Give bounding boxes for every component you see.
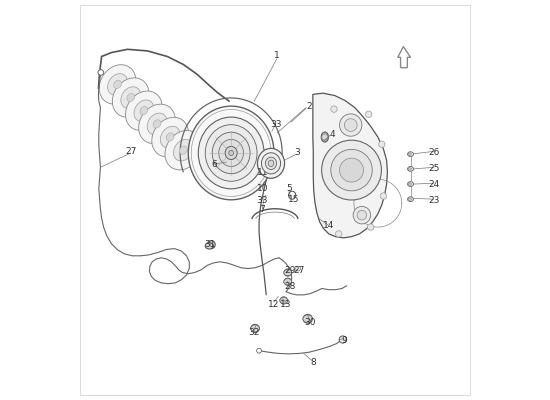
Circle shape	[380, 193, 387, 199]
Circle shape	[331, 106, 337, 112]
Ellipse shape	[125, 91, 162, 130]
Ellipse shape	[108, 74, 128, 95]
Ellipse shape	[205, 243, 213, 249]
Ellipse shape	[303, 315, 312, 323]
Text: 2: 2	[306, 102, 312, 111]
Text: 10: 10	[256, 184, 268, 192]
Text: 33: 33	[271, 120, 282, 129]
Text: 5: 5	[286, 184, 292, 193]
Text: 27: 27	[125, 147, 136, 156]
Circle shape	[331, 149, 372, 191]
Ellipse shape	[114, 80, 122, 88]
Ellipse shape	[266, 157, 277, 170]
Circle shape	[207, 241, 215, 249]
Circle shape	[257, 348, 261, 353]
Ellipse shape	[198, 117, 264, 189]
Ellipse shape	[284, 278, 292, 285]
Ellipse shape	[179, 146, 187, 154]
Ellipse shape	[408, 197, 414, 202]
Ellipse shape	[139, 104, 175, 144]
Text: 3: 3	[294, 148, 300, 158]
Ellipse shape	[165, 130, 202, 170]
Ellipse shape	[408, 198, 411, 200]
Text: 8: 8	[310, 358, 316, 367]
Text: 31: 31	[205, 240, 216, 249]
Text: 33: 33	[256, 196, 268, 205]
Ellipse shape	[147, 113, 167, 135]
Ellipse shape	[188, 106, 274, 200]
Circle shape	[284, 278, 292, 285]
Text: 9: 9	[341, 336, 347, 345]
Ellipse shape	[284, 269, 292, 276]
Polygon shape	[398, 46, 410, 68]
Ellipse shape	[134, 100, 154, 122]
Text: 1: 1	[274, 51, 280, 60]
Circle shape	[357, 210, 367, 220]
Ellipse shape	[261, 153, 280, 174]
Ellipse shape	[205, 125, 257, 181]
Circle shape	[284, 269, 292, 276]
Circle shape	[303, 314, 312, 323]
Ellipse shape	[219, 140, 244, 166]
Ellipse shape	[408, 152, 414, 156]
Text: 30: 30	[304, 318, 316, 327]
Text: 14: 14	[323, 222, 334, 230]
Circle shape	[339, 158, 364, 182]
Text: 12: 12	[268, 300, 279, 309]
Circle shape	[336, 231, 342, 237]
Ellipse shape	[140, 106, 148, 115]
Circle shape	[366, 111, 372, 118]
Ellipse shape	[152, 117, 189, 157]
Text: 15: 15	[288, 195, 300, 204]
Text: 27: 27	[293, 266, 305, 276]
Text: 24: 24	[428, 180, 439, 189]
Text: 6: 6	[212, 160, 217, 169]
Ellipse shape	[408, 153, 411, 155]
Circle shape	[98, 70, 103, 75]
Text: 7: 7	[260, 206, 265, 214]
Ellipse shape	[408, 168, 411, 170]
Text: 32: 32	[249, 328, 260, 337]
Ellipse shape	[408, 183, 411, 185]
Ellipse shape	[173, 139, 193, 161]
Text: 25: 25	[428, 164, 439, 174]
Text: 28: 28	[284, 282, 295, 291]
Circle shape	[339, 337, 344, 342]
Text: 4: 4	[330, 130, 336, 139]
Ellipse shape	[225, 146, 237, 160]
Ellipse shape	[229, 150, 234, 156]
Ellipse shape	[280, 297, 288, 304]
Ellipse shape	[321, 132, 328, 142]
Circle shape	[251, 324, 259, 332]
Ellipse shape	[166, 133, 174, 141]
Ellipse shape	[99, 65, 136, 104]
Circle shape	[367, 224, 374, 230]
Ellipse shape	[257, 148, 284, 178]
Text: 26: 26	[428, 148, 439, 158]
Circle shape	[339, 114, 362, 136]
Text: 29: 29	[284, 266, 295, 276]
Text: 23: 23	[428, 196, 439, 205]
Ellipse shape	[408, 166, 414, 171]
Text: 13: 13	[280, 300, 292, 309]
Text: 11: 11	[256, 168, 268, 176]
Polygon shape	[313, 93, 387, 238]
Circle shape	[353, 206, 371, 224]
Circle shape	[322, 134, 328, 140]
Ellipse shape	[121, 87, 141, 108]
Circle shape	[322, 140, 382, 200]
Ellipse shape	[212, 132, 250, 174]
Ellipse shape	[268, 160, 274, 166]
Ellipse shape	[160, 126, 180, 148]
Ellipse shape	[153, 120, 161, 128]
Circle shape	[339, 336, 347, 343]
Ellipse shape	[251, 325, 260, 332]
Ellipse shape	[127, 94, 135, 102]
Circle shape	[280, 297, 287, 304]
Circle shape	[378, 141, 385, 147]
Ellipse shape	[408, 182, 414, 186]
Circle shape	[344, 119, 357, 132]
Ellipse shape	[112, 78, 149, 117]
